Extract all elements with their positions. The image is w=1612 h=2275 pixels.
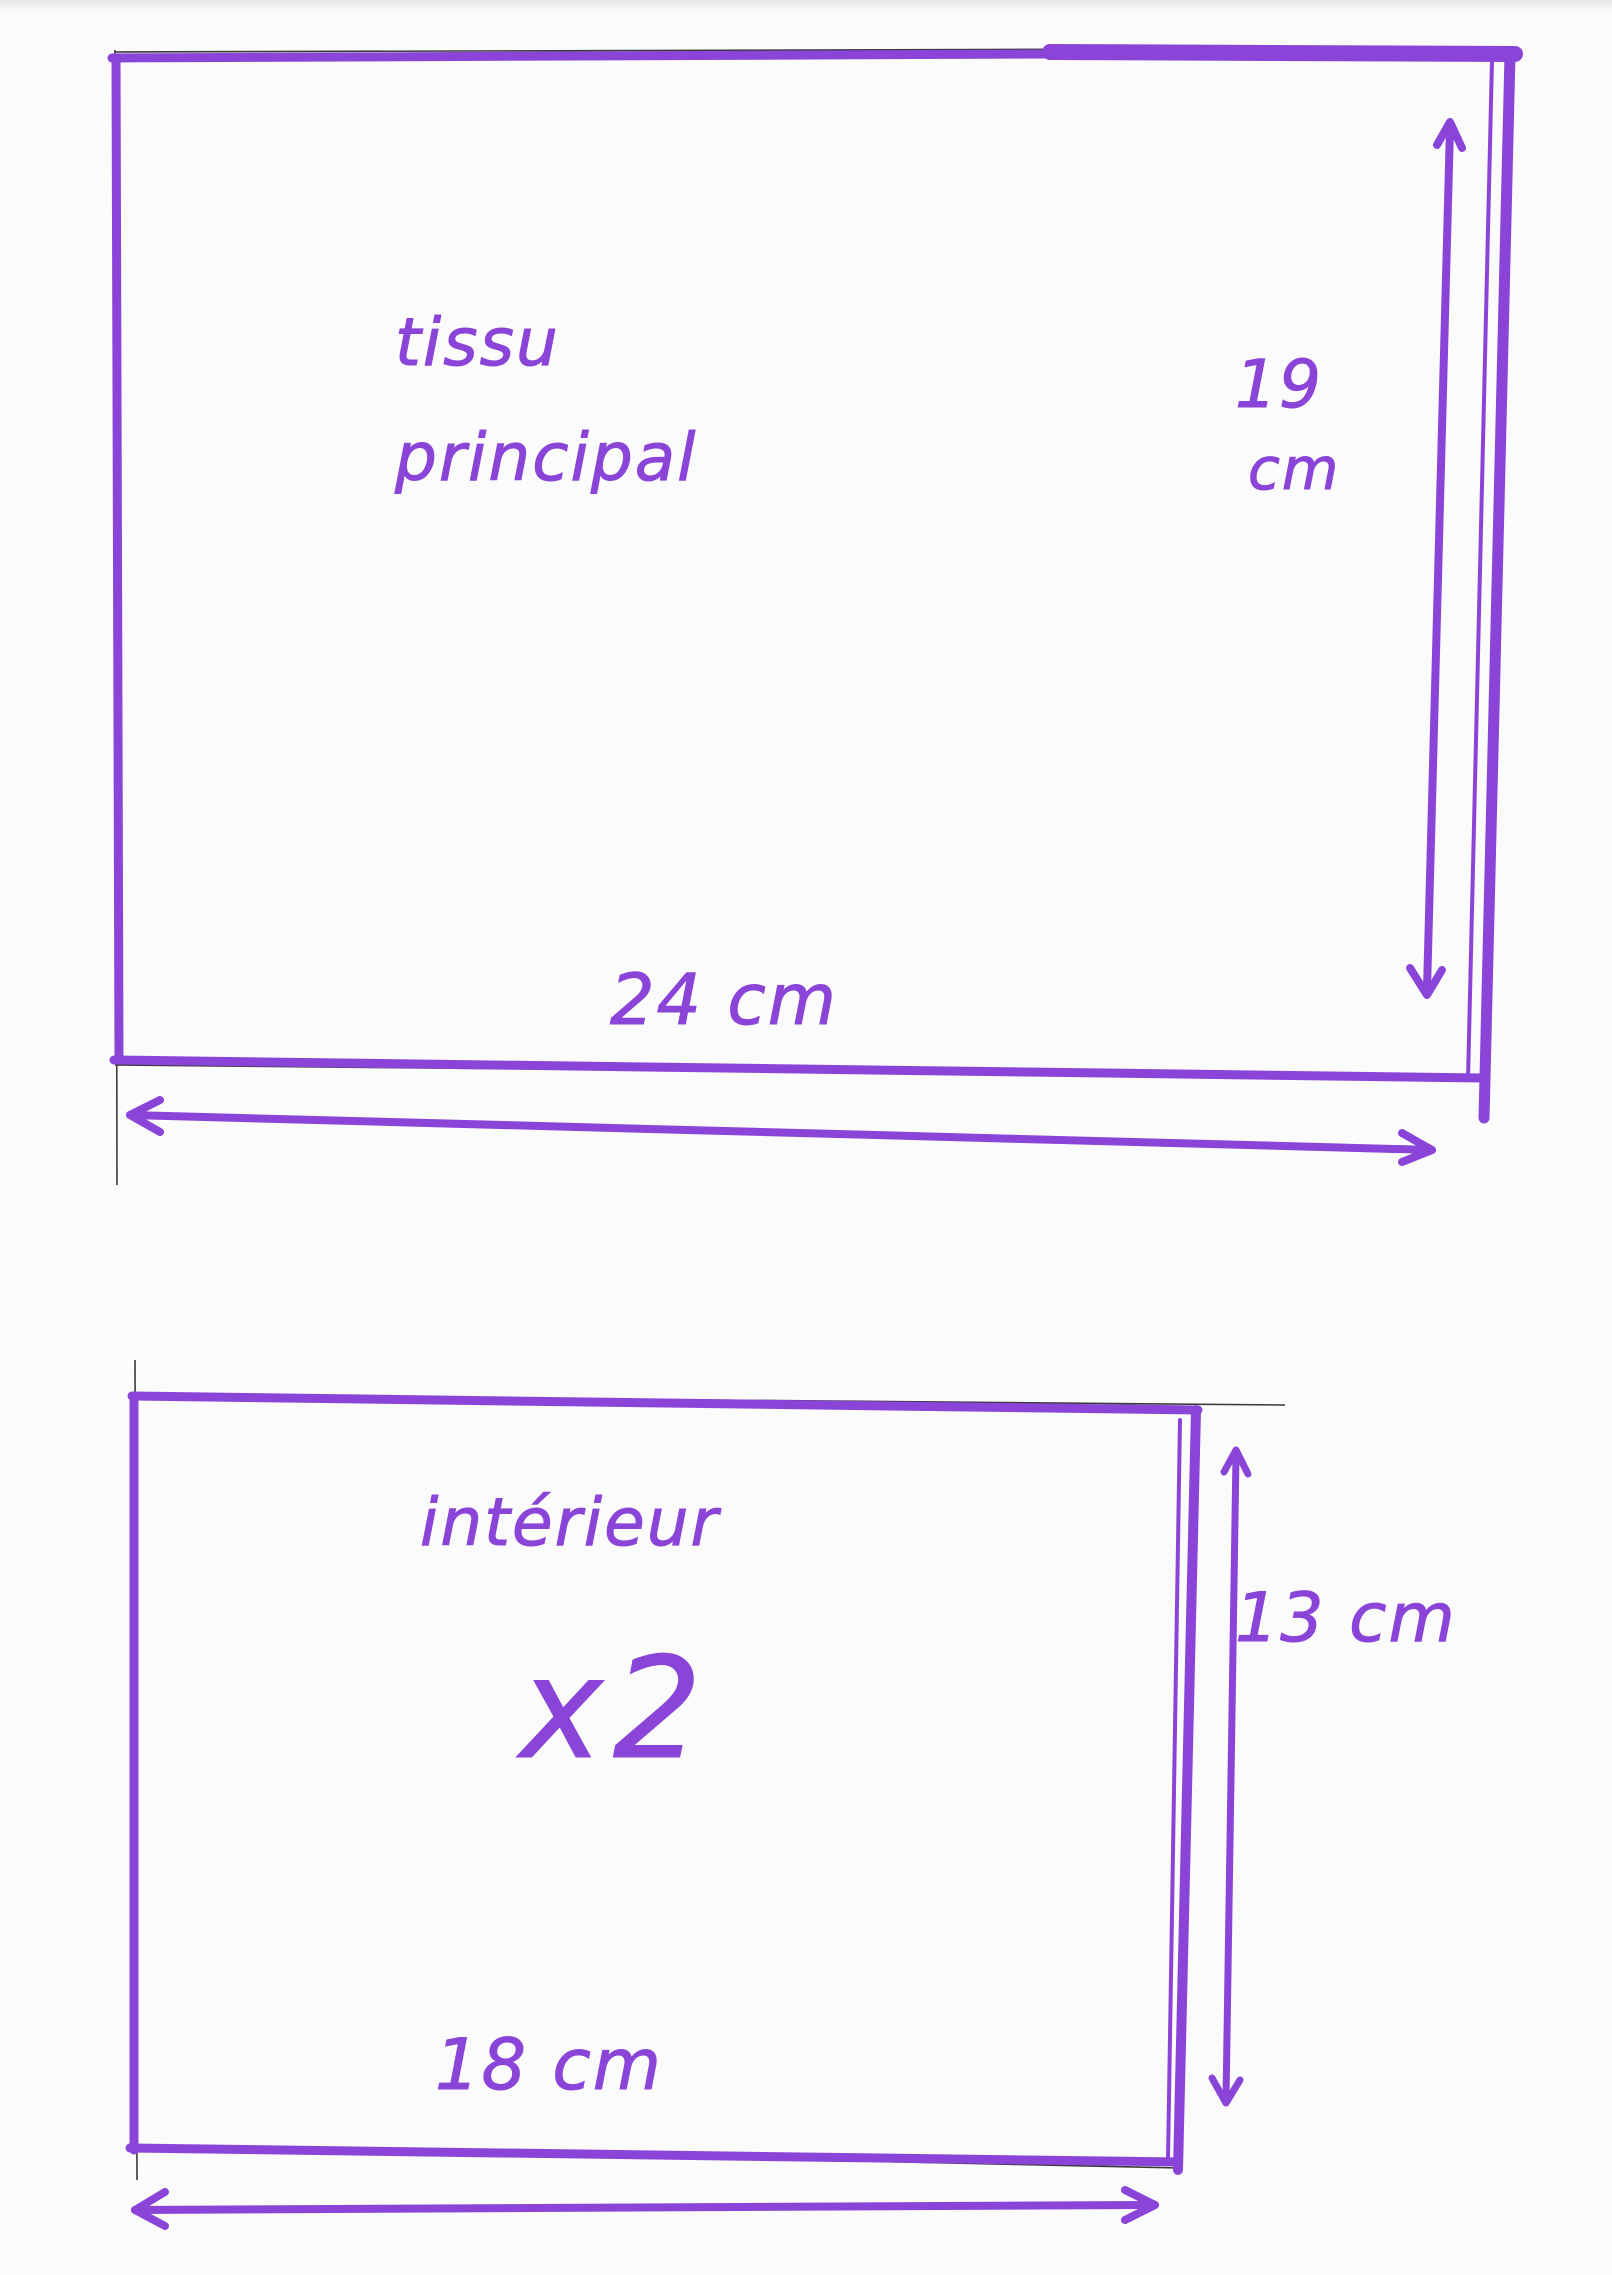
scan-edge xyxy=(0,0,1612,14)
main-edge-top-thick xyxy=(1042,44,1523,62)
interior-piece-name: intérieur xyxy=(420,1484,720,1561)
height-arrow-interior-bottom-head xyxy=(1208,2074,1244,2107)
width-arrow-interior-right-head xyxy=(1121,2186,1159,2224)
height-arrow-interior-top-head xyxy=(1220,1446,1252,1478)
interior-piece-quantity: x2 xyxy=(520,1628,712,1791)
width-arrow-interior-left-head xyxy=(131,2188,169,2230)
height-arrow-main-top-head xyxy=(1433,118,1466,152)
height-arrow-main-shaft xyxy=(1423,124,1454,994)
main-edge-right-inner xyxy=(1466,58,1494,1082)
main-edge-left xyxy=(111,53,124,1065)
width-arrow-interior-shaft xyxy=(131,2201,1159,2214)
interior-edge-right-inner xyxy=(1166,1418,1182,2162)
width-arrow-main-right-head xyxy=(1398,1129,1436,1166)
main-piece-name-line1: tissu xyxy=(395,304,560,381)
interior-piece-height: 13 cm xyxy=(1235,1579,1457,1658)
width-arrow-main-shaft xyxy=(126,1111,1436,1154)
width-arrow-main-left-head xyxy=(126,1096,164,1136)
interior-piece-width: 18 cm xyxy=(435,2024,663,2106)
main-piece-height-unit: cm xyxy=(1247,435,1341,503)
main-piece-height-value: 19 xyxy=(1235,346,1323,423)
height-arrow-interior-shaft xyxy=(1222,1451,1240,2104)
height-arrow-main-bottom-head xyxy=(1406,964,1446,999)
main-fabric-piece xyxy=(107,44,1523,1186)
interior-edge-right xyxy=(1173,1405,1201,2175)
interior-edge-top xyxy=(127,1391,1203,1415)
interior-edge-bottom xyxy=(125,2143,1183,2167)
main-piece-width: 24 cm xyxy=(610,959,838,1041)
main-edge-right xyxy=(1478,49,1516,1124)
main-piece-name-line2: principal xyxy=(395,419,698,496)
main-edge-bottom xyxy=(109,1055,1487,1083)
interior-piece xyxy=(125,1359,1286,2230)
